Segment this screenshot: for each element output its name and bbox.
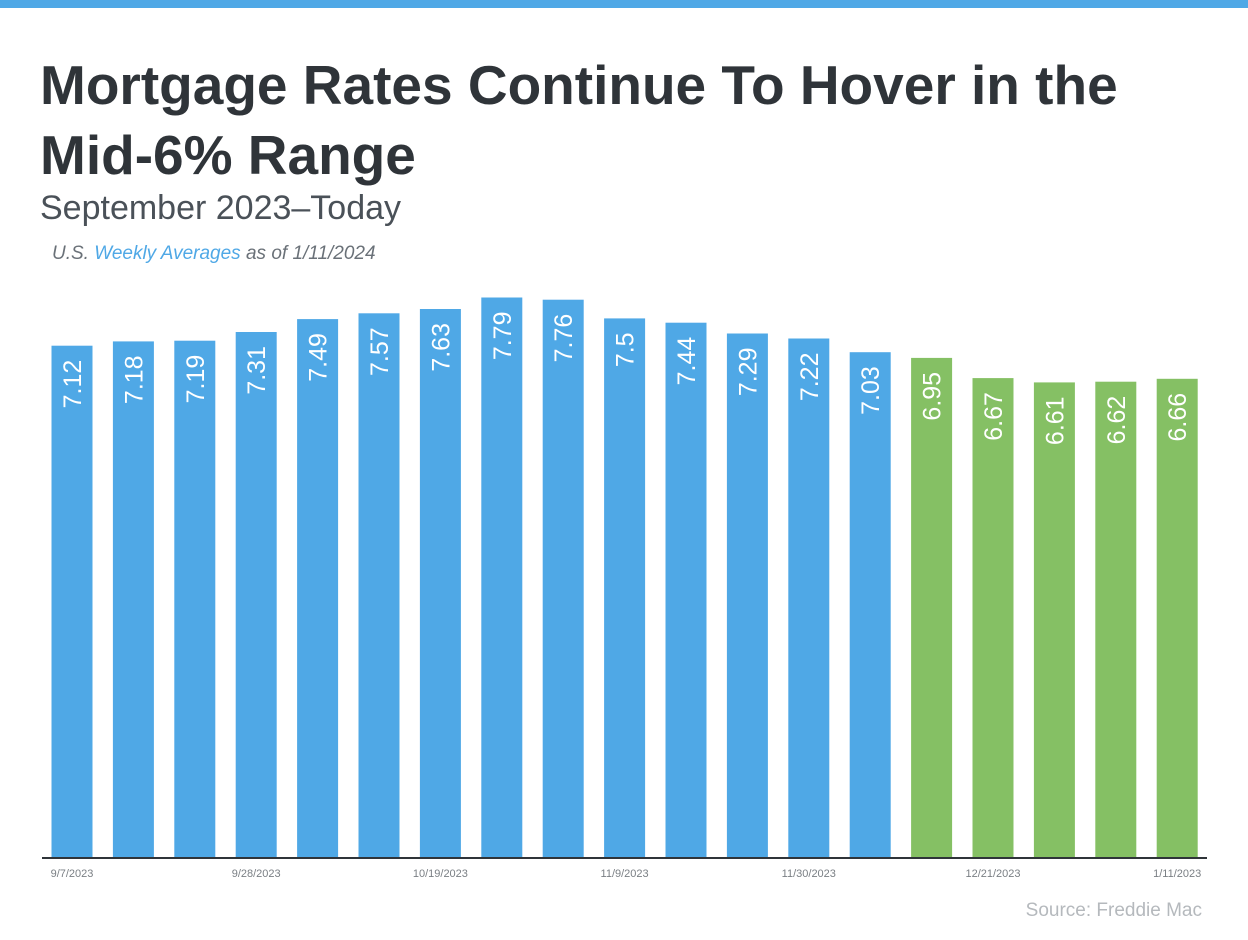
bar-value-label: 7.44 — [673, 337, 701, 386]
chart-subtitle: September 2023–Today — [40, 189, 402, 227]
bar-value-label: 6.62 — [1103, 396, 1131, 445]
bar-value-label: 7.5 — [612, 332, 640, 367]
bar-value-label: 7.12 — [59, 360, 87, 409]
bar-value-label: 6.95 — [919, 372, 947, 421]
bar-value-label: 6.67 — [980, 392, 1008, 441]
bar-value-label: 7.19 — [182, 355, 210, 404]
note-prefix: U.S. — [52, 243, 89, 264]
bar-value-label: 7.03 — [857, 366, 885, 415]
bar-7 — [419, 309, 461, 858]
bar-10 — [604, 318, 646, 858]
note-highlight: Weekly Averages — [94, 243, 241, 264]
bar-16 — [972, 378, 1014, 858]
bar-19 — [1156, 378, 1198, 858]
x-tick-label: 9/28/2023 — [232, 868, 281, 880]
bar-11 — [665, 322, 707, 858]
x-tick-label: 12/21/2023 — [965, 868, 1020, 880]
bar-6 — [358, 313, 400, 858]
x-tick-label: 11/9/2023 — [601, 868, 649, 880]
chart-title: Mortgage Rates Continue To Hover in the … — [40, 54, 1118, 186]
x-tick-label: 11/30/2023 — [782, 868, 836, 880]
x-tick-label: 1/11/2023 — [1153, 868, 1201, 880]
bar-5 — [297, 319, 339, 859]
bar-18 — [1095, 381, 1137, 858]
bar-value-label: 7.18 — [120, 355, 148, 404]
bar-value-label: 7.79 — [489, 312, 517, 361]
bar-12 — [726, 333, 768, 858]
bar-15 — [911, 357, 953, 858]
bar-value-label: 7.31 — [243, 346, 271, 395]
source-note: Source: Freddie Mac — [1025, 900, 1202, 921]
bar-3 — [174, 340, 216, 858]
bar-value-label: 6.61 — [1041, 396, 1069, 445]
bar-value-label: 7.29 — [734, 348, 762, 397]
bar-14 — [849, 352, 891, 858]
bar-value-label: 6.66 — [1164, 393, 1192, 442]
bar-1 — [51, 345, 93, 858]
data-note: U.S. Weekly Averages as of 1/11/2024 — [52, 242, 376, 266]
bar-9 — [542, 299, 584, 858]
bar-value-label: 7.22 — [796, 353, 824, 402]
bar-2 — [112, 341, 154, 858]
bar-13 — [788, 338, 830, 858]
bar-8 — [481, 297, 523, 858]
bar-17 — [1033, 382, 1075, 858]
bar-value-label: 7.76 — [550, 314, 578, 363]
x-tick-label: 9/7/2023 — [51, 868, 94, 880]
bar-value-label: 7.57 — [366, 327, 394, 376]
top-accent-bar — [0, 0, 1248, 8]
note-suffix: as of 1/11/2024 — [245, 243, 376, 264]
x-tick-label: 10/19/2023 — [413, 868, 468, 880]
bar-value-label: 7.49 — [305, 333, 333, 382]
bar-value-label: 7.63 — [427, 323, 455, 372]
bar-4 — [235, 332, 277, 858]
